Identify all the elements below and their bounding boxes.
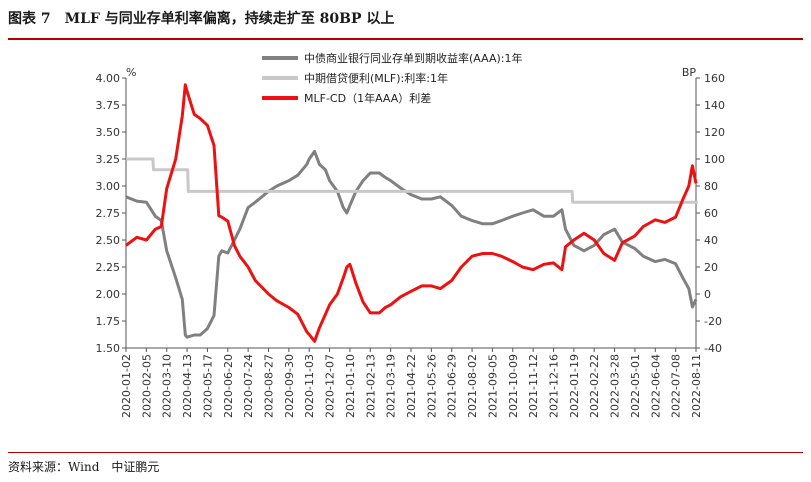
x-tick-label: 2020-12-07 [324, 354, 337, 418]
x-tick-label: 2020-11-03 [303, 354, 316, 418]
right-tick-label: 0 [704, 288, 711, 301]
x-tick-label: 2021-03-19 [385, 354, 398, 418]
x-tick-label: 2020-04-13 [181, 354, 194, 418]
x-tick-label: 2022-07-08 [670, 354, 683, 418]
legend-item-spread-label: MLF-CD（1年AAA）利差 [304, 91, 431, 105]
mlf-cd-spread-line [125, 83, 698, 343]
x-tick-label: 2021-04-22 [405, 354, 418, 418]
x-tick-label: 2022-02-22 [588, 354, 601, 418]
left-tick-label: 2.50 [96, 234, 121, 247]
left-axis-unit: % [126, 66, 136, 79]
x-tick-label: 2020-01-02 [120, 354, 133, 418]
x-tick-label: 2021-10-09 [507, 354, 520, 418]
right-tick-label: 140 [704, 99, 725, 112]
x-tick-label: 2021-09-05 [486, 354, 499, 418]
x-tick-label: 2022-01-19 [568, 354, 581, 418]
x-tick-label: 2021-11-12 [527, 354, 540, 418]
left-tick-label: 3.25 [96, 153, 121, 166]
x-tick-label: 2022-06-04 [649, 354, 662, 418]
cd-yield-line [125, 149, 698, 339]
x-tick-label: 2020-03-10 [161, 354, 174, 418]
title-divider [8, 38, 803, 40]
left-tick-label: 2.75 [96, 207, 121, 220]
x-tick-label: 2021-02-13 [364, 354, 377, 418]
x-tick-label: 2022-03-28 [609, 354, 622, 418]
chart-legend: 中债商业银行同业存单到期收益率(AAA):1年中期借贷便利(MLF):利率:1年… [262, 51, 522, 105]
left-tick-label: 3.75 [96, 99, 121, 112]
x-tick-label: 2022-08-11 [690, 354, 703, 418]
x-tick-label: 2021-08-02 [466, 354, 479, 418]
right-tick-label: 80 [704, 180, 718, 193]
x-tick-label: 2020-05-17 [201, 354, 214, 418]
x-tick-label: 2020-06-20 [222, 354, 235, 418]
left-tick-label: 2.25 [96, 261, 121, 274]
left-tick-label: 1.75 [96, 315, 121, 328]
right-tick-label: -20 [704, 315, 722, 328]
source-note: 资料来源：Wind 中证鹏元 [8, 460, 160, 474]
x-tick-label: 2022-05-01 [629, 354, 642, 418]
mlf-rate-line [126, 157, 698, 204]
left-tick-label: 1.50 [96, 342, 121, 355]
x-tick-label: 2020-08-27 [263, 354, 276, 418]
chart-title: 图表 7 MLF 与同业存单利率偏离，持续走扩至 80BP 以上 [8, 11, 395, 27]
chart-series [125, 83, 698, 343]
right-tick-label: 60 [704, 207, 718, 220]
legend-item-mlf-rate-label: 中期借贷便利(MLF):利率:1年 [304, 71, 448, 85]
x-tick-label: 2020-07-24 [242, 354, 255, 418]
footer-divider [8, 452, 803, 453]
legend-item-cd-yield-label: 中债商业银行同业存单到期收益率(AAA):1年 [304, 51, 522, 65]
x-tick-label: 2021-06-29 [446, 354, 459, 418]
left-tick-label: 3.00 [96, 180, 121, 193]
right-axis-unit: BP [682, 66, 697, 79]
right-tick-label: 160 [704, 72, 725, 85]
left-tick-label: 2.00 [96, 288, 121, 301]
x-tick-label: 2021-12-16 [548, 354, 561, 418]
right-tick-label: 120 [704, 126, 725, 139]
right-tick-label: 100 [704, 153, 725, 166]
left-tick-label: 4.00 [96, 72, 121, 85]
line-chart: 4.00 3.75 3.50 3.25 3.00 2.75 2.50 2.25 2.00 1.75… [96, 51, 726, 418]
right-tick-label: -40 [704, 342, 722, 355]
right-tick-label: 40 [704, 234, 718, 247]
x-tick-label: 2021-05-26 [425, 354, 438, 418]
chart-axes: 4.00 3.75 3.50 3.25 3.00 2.75 2.50 2.25 2.00 1.75… [96, 66, 726, 418]
left-tick-label: 3.50 [96, 126, 121, 139]
right-tick-label: 20 [704, 261, 718, 274]
x-tick-label: 2020-09-30 [283, 354, 296, 418]
x-tick-label: 2021-01-10 [344, 354, 357, 418]
x-tick-label: 2020-02-05 [140, 354, 153, 418]
